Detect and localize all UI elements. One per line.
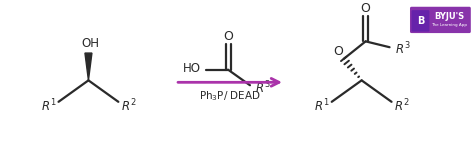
Text: O: O bbox=[223, 30, 233, 43]
Text: The Learning App: The Learning App bbox=[431, 23, 467, 27]
Text: BYJU'S: BYJU'S bbox=[434, 13, 465, 21]
Text: $R^1$: $R^1$ bbox=[41, 97, 56, 114]
Text: HO: HO bbox=[183, 62, 201, 75]
Text: Ph$_3$P/ DEAD: Ph$_3$P/ DEAD bbox=[199, 89, 261, 103]
Text: O: O bbox=[333, 45, 343, 58]
Text: $R^3$: $R^3$ bbox=[255, 80, 271, 96]
Text: $R^2$: $R^2$ bbox=[120, 97, 136, 114]
Text: $R^3$: $R^3$ bbox=[395, 41, 410, 57]
Polygon shape bbox=[85, 53, 92, 80]
Text: O: O bbox=[361, 2, 371, 15]
Text: $R^1$: $R^1$ bbox=[314, 97, 329, 114]
Text: OH: OH bbox=[82, 37, 100, 50]
Text: $R^2$: $R^2$ bbox=[394, 97, 409, 114]
Bar bbox=[400, 6, 471, 33]
Text: B: B bbox=[417, 16, 424, 26]
FancyBboxPatch shape bbox=[410, 7, 471, 33]
FancyBboxPatch shape bbox=[411, 10, 429, 32]
